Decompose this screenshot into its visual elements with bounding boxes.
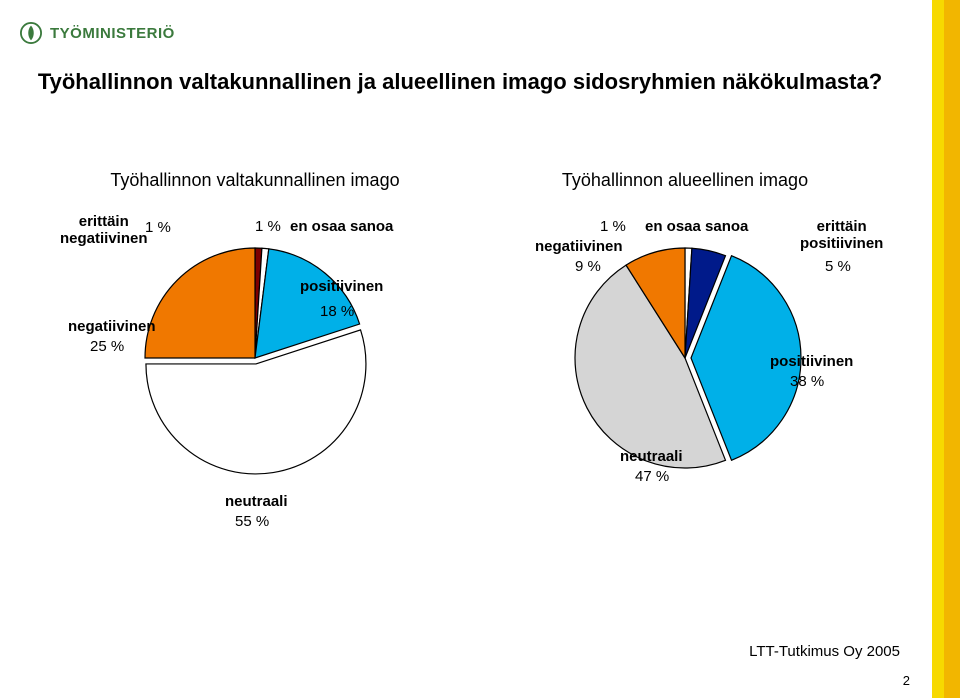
chart-left-title: Työhallinnon valtakunnallinen imago [110,170,399,191]
chart-right-title: Työhallinnon alueellinen imago [562,170,808,191]
charts-row: Työhallinnon valtakunnallinen imago erit… [50,170,890,523]
slice-pct-negatiivinen: 25 % [90,338,124,355]
slice-label-negatiivinen: negatiivinen [68,318,156,335]
page-number: 2 [903,673,910,688]
brand-name: TYÖMINISTERIÖ [50,25,175,42]
slice-pct-neutraali: 47 % [635,468,669,485]
accent-bar [932,0,960,698]
slice-pct-erittain_negatiivinen: 1 % [145,219,171,236]
slice-label-erittain_negatiivinen: erittäin negatiivinen [60,213,148,248]
slice-pct-en_osaa_sanoa: 1 % [255,218,281,235]
footer-cite: LTT-Tutkimus Oy 2005 [749,643,900,660]
pie-right-wrap: en osaa sanoa 1 % erittäin positiivinen 5 %… [480,203,890,523]
slice-label-erittain_positiivinen: erittäin positiivinen [800,218,883,253]
slice-pct-negatiivinen: 9 % [575,258,601,275]
slice-pct-erittain_positiivinen: 5 % [825,258,851,275]
slice-pct-neutraali: 55 % [235,513,269,530]
pie-slice-negatiivinen [145,248,255,358]
slice-pct-positiivinen: 38 % [790,373,824,390]
pie-chart [50,203,460,523]
slice-label-negatiivinen: negatiivinen [535,238,623,255]
slice-label-en_osaa_sanoa: en osaa sanoa [290,218,393,235]
slide-title: Työhallinnon valtakunnallinen ja alueell… [0,68,920,96]
brand: TYÖMINISTERIÖ [20,22,175,44]
slice-pct-en_osaa_sanoa: 1 % [600,218,626,235]
slice-label-en_osaa_sanoa: en osaa sanoa [645,218,748,235]
chart-left: Työhallinnon valtakunnallinen imago erit… [50,170,460,523]
slice-label-neutraali: neutraali [620,448,683,465]
slice-label-positiivinen: positiivinen [300,278,383,295]
ministry-logo-icon [20,22,42,44]
slice-label-neutraali: neutraali [225,493,288,510]
chart-right: Työhallinnon alueellinen imago en osaa s… [480,170,890,523]
slice-label-positiivinen: positiivinen [770,353,853,370]
pie-left-wrap: erittäin negatiivinen1 %en osaa sanoa1 %… [50,203,460,523]
slice-pct-positiivinen: 18 % [320,303,354,320]
